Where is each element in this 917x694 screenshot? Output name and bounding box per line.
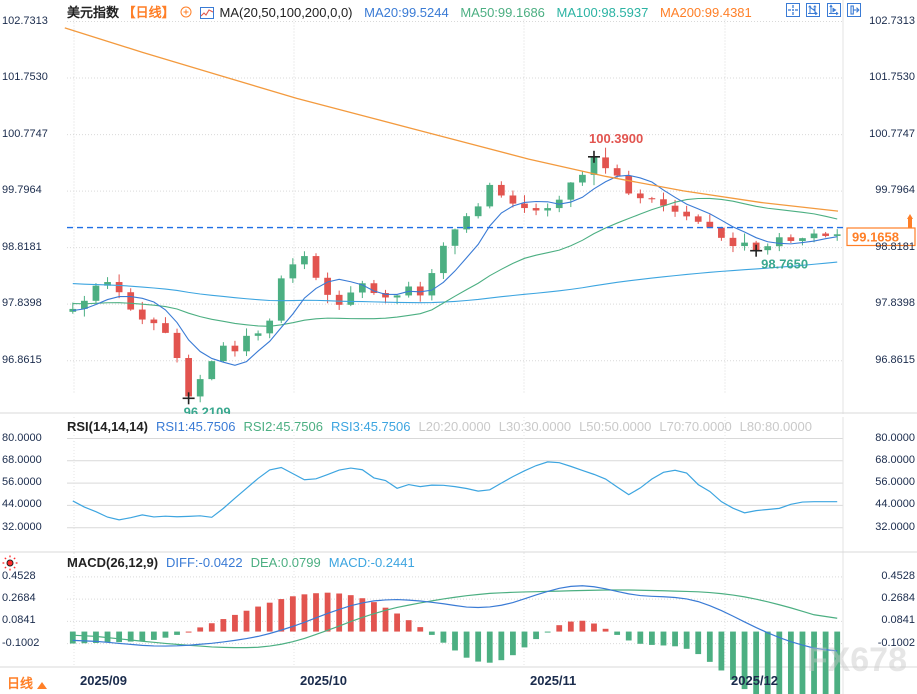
svg-text:100.3900: 100.3900 [589, 131, 643, 146]
svg-text:98.7650: 98.7650 [761, 257, 808, 272]
svg-text:96.2109: 96.2109 [184, 404, 231, 414]
